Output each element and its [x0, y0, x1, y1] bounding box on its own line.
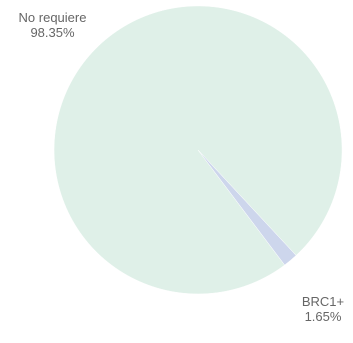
slice-label-brc1-name: BRC1+ — [301, 294, 345, 309]
slice-label-no-requiere: No requiere 98.35% — [0, 10, 105, 40]
slice-label-no-requiere-value: 98.35% — [30, 25, 75, 40]
slice-label-no-requiere-name: No requiere — [18, 10, 87, 25]
pie-slice-brc1[interactable] — [197, 149, 297, 266]
slice-label-brc1: BRC1+ 1.65% — [293, 294, 353, 324]
pie-slices — [53, 5, 343, 295]
slice-label-brc1-value: 1.65% — [304, 309, 342, 324]
